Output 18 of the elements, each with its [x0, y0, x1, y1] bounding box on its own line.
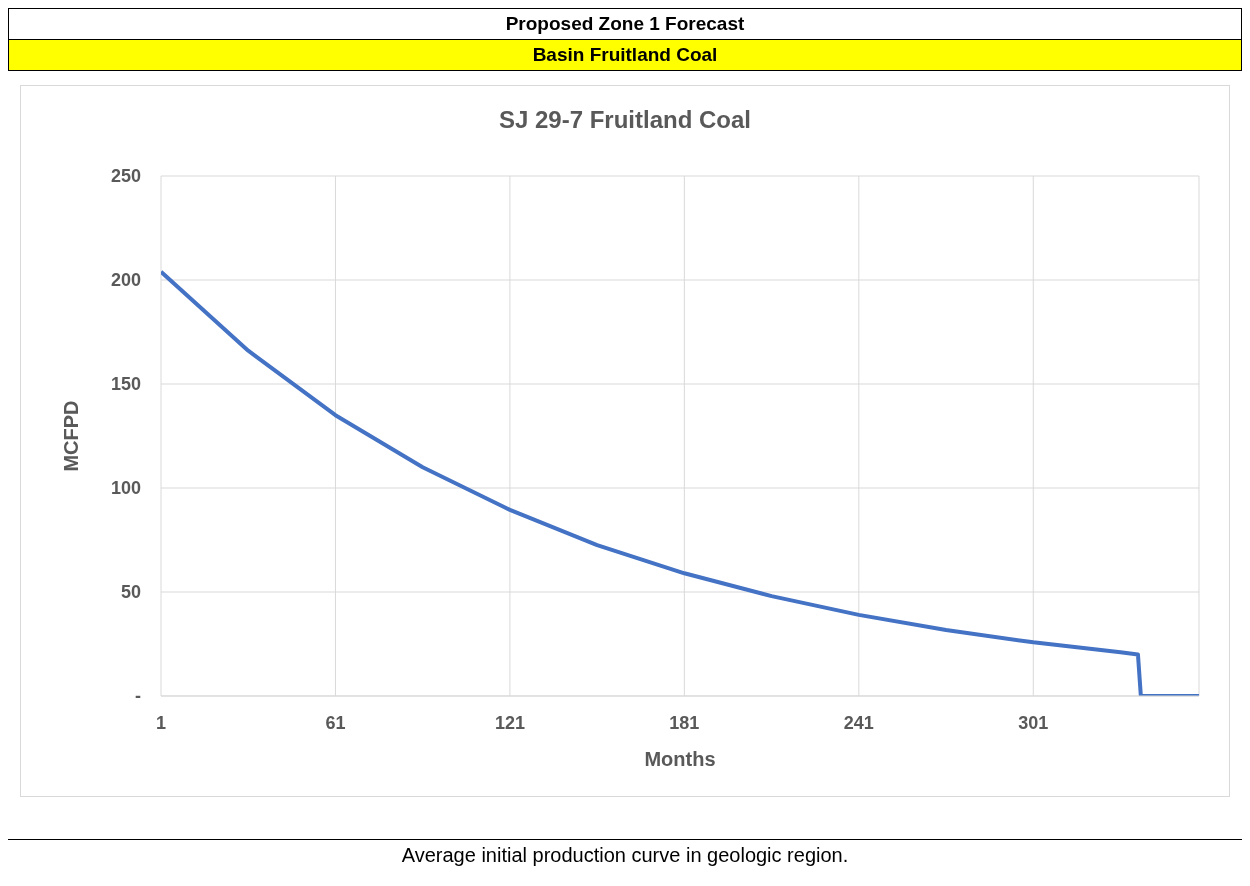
x-tick-label: 1 [155, 712, 167, 733]
y-tick-label: - [135, 686, 141, 707]
text: Proposed Zone 1 Forecast [8, 8, 1242, 40]
chart-subtitle: Basin Fruitland Coal [8, 40, 1242, 71]
y-tick-label: 200 [110, 270, 141, 291]
x-tick-label: 301 [1018, 712, 1049, 733]
y-tick-label: 50 [120, 582, 141, 603]
y-axis-title: MCFPD [60, 400, 83, 472]
y-tick-label: 250 [110, 166, 141, 187]
x-axis-title: Months [644, 748, 716, 770]
y-tick-label: 150 [110, 374, 141, 395]
chart-title: SJ 29-7 Fruitland Coal [497, 105, 753, 135]
x-tick-label: 121 [494, 712, 525, 733]
x-tick-label: 181 [669, 712, 700, 733]
x-tick-label: 241 [843, 712, 874, 733]
text: Average initial production curve in geologic region. [8, 839, 1242, 870]
y-tick-label: 100 [110, 478, 141, 499]
x-tick-label: 61 [325, 712, 346, 733]
